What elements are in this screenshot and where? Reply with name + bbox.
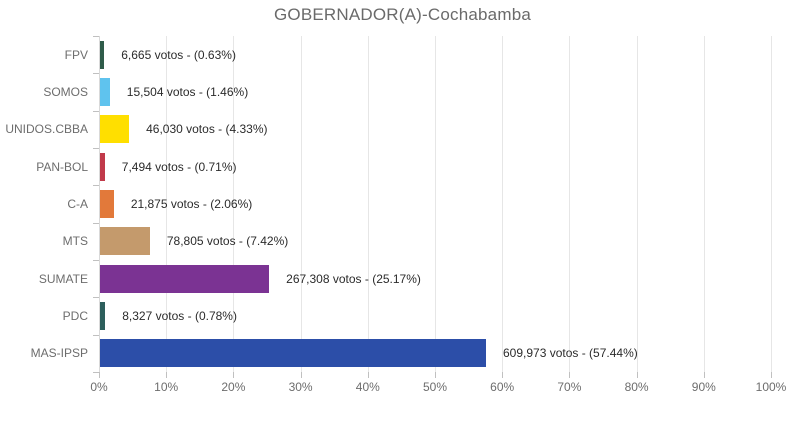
x-axis-tick-label: 40% bbox=[355, 380, 380, 394]
bar[interactable] bbox=[100, 190, 114, 218]
x-axis-tick bbox=[99, 372, 100, 378]
x-axis-tick-label: 70% bbox=[557, 380, 582, 394]
bar[interactable] bbox=[100, 264, 270, 293]
category-label: UNIDOS.CBBA bbox=[5, 122, 88, 137]
category-label: PDC bbox=[62, 309, 88, 323]
x-axis-tick-label: 10% bbox=[154, 380, 179, 394]
bar[interactable] bbox=[100, 40, 105, 69]
y-axis-tick bbox=[93, 110, 99, 112]
category-label: MTS bbox=[62, 234, 88, 249]
bar[interactable] bbox=[100, 339, 486, 368]
gridline bbox=[233, 36, 235, 372]
x-axis-tick-label: 80% bbox=[624, 380, 649, 394]
value-label: 8,327 votos - (0.78%) bbox=[122, 309, 237, 323]
x-axis-tick-label: 60% bbox=[490, 380, 515, 394]
gridline bbox=[569, 36, 571, 372]
gridline bbox=[166, 36, 168, 372]
category-label: MAS-IPSP bbox=[30, 346, 88, 361]
x-axis-tick-label: 30% bbox=[288, 380, 313, 394]
gridline bbox=[502, 36, 504, 372]
x-axis-tick bbox=[703, 372, 705, 378]
value-label: 21,875 votos - (2.06%) bbox=[130, 197, 253, 211]
chart-title: GOBERNADOR(A)-Cochabamba bbox=[273, 5, 532, 24]
value-label: 46,030 votos - (4.33%) bbox=[146, 122, 268, 137]
x-axis-tick bbox=[502, 372, 504, 378]
x-axis-tick-label: 0% bbox=[90, 380, 108, 394]
gridline bbox=[771, 36, 772, 372]
plot-area: 6,665 votos - (0.63%) 15,504 votos - (1.4… bbox=[93, 36, 772, 378]
gridline bbox=[435, 36, 436, 372]
y-axis-tick bbox=[93, 185, 99, 187]
x-axis-tick bbox=[636, 372, 638, 378]
value-label: 15,504 votos - (1.46%) bbox=[126, 85, 249, 99]
x-axis-tick-label: 100% bbox=[755, 380, 787, 394]
x-axis-tick bbox=[367, 372, 369, 378]
bar[interactable] bbox=[100, 227, 150, 256]
x-axis-tick-label: 50% bbox=[422, 380, 448, 394]
value-label: 6,665 votos - (0.63%) bbox=[121, 47, 236, 62]
y-axis-tick bbox=[93, 297, 99, 299]
value-label: 267,308 votos - (25.17%) bbox=[286, 271, 421, 286]
gridline bbox=[367, 36, 369, 372]
y-axis-tick bbox=[93, 73, 99, 75]
gridline bbox=[300, 36, 302, 372]
x-axis-tick bbox=[233, 372, 235, 378]
value-label: 78,805 votos - (7.42%) bbox=[166, 234, 289, 249]
y-axis-tick bbox=[93, 36, 99, 37]
x-axis-tick bbox=[771, 372, 772, 378]
x-axis-tick bbox=[300, 372, 302, 378]
bar[interactable] bbox=[100, 152, 105, 181]
x-axis-tick-label: 90% bbox=[691, 380, 716, 394]
value-label: 609,973 votos - (57.44%) bbox=[502, 346, 638, 361]
y-axis-tick bbox=[93, 334, 99, 336]
category-label: SOMOS bbox=[43, 85, 88, 99]
category-label: PAN-BOL bbox=[36, 159, 88, 174]
value-label: 7,494 votos - (0.71%) bbox=[121, 159, 237, 174]
y-axis-tick bbox=[93, 372, 99, 373]
y-axis-tick bbox=[93, 260, 99, 261]
x-axis-tick-label: 20% bbox=[221, 380, 246, 394]
gridline bbox=[636, 36, 638, 372]
y-axis-tick bbox=[93, 222, 99, 224]
category-label: FPV bbox=[64, 47, 88, 62]
x-axis-tick bbox=[166, 372, 168, 378]
y-axis-line bbox=[99, 36, 100, 372]
x-axis-tick bbox=[569, 372, 571, 378]
bar[interactable] bbox=[100, 78, 110, 106]
bar[interactable] bbox=[100, 302, 106, 330]
gridline bbox=[703, 36, 705, 372]
category-label: SUMATE bbox=[38, 271, 88, 286]
category-label: C-A bbox=[67, 197, 88, 211]
bar[interactable] bbox=[100, 115, 130, 144]
y-axis-tick bbox=[93, 148, 99, 149]
x-axis-tick bbox=[435, 372, 436, 378]
